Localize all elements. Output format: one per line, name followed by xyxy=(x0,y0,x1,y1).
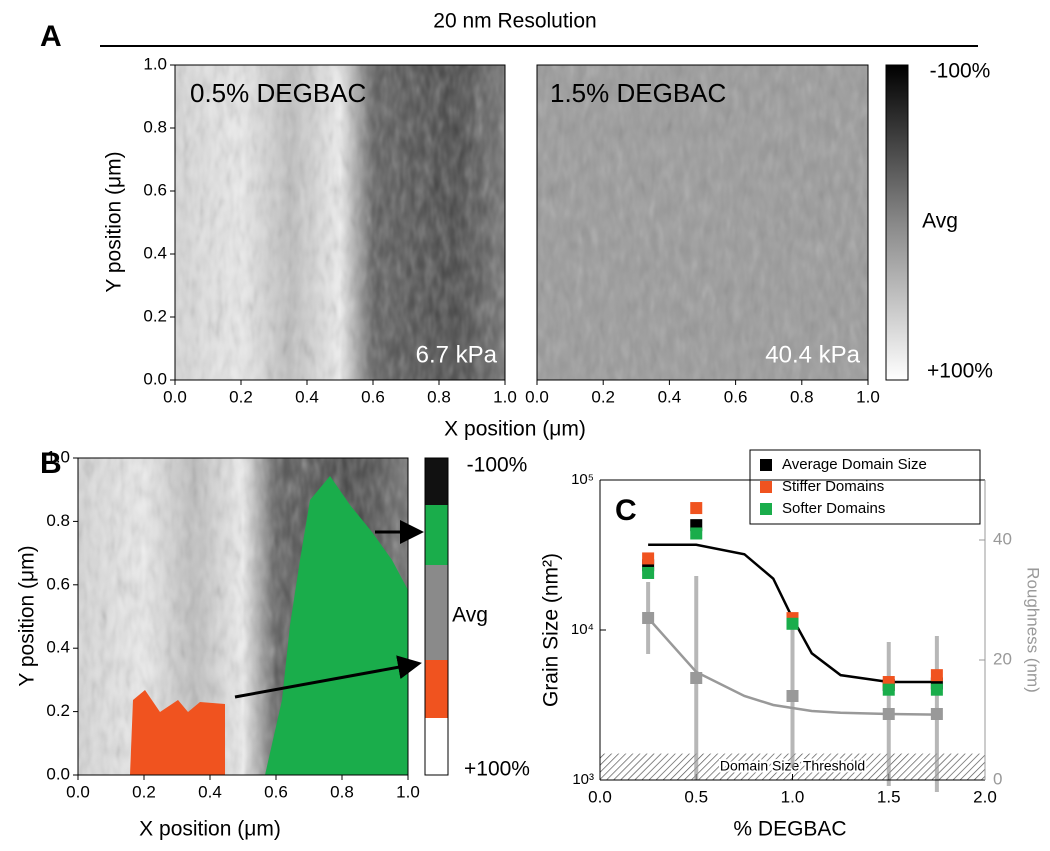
fit-line xyxy=(647,617,937,716)
x-tick-label: 0.5 xyxy=(684,787,708,806)
legend-box xyxy=(749,449,981,525)
x-tick-label: 2.0 xyxy=(973,787,997,806)
map-label: 1.5% DEGBAC xyxy=(550,78,726,108)
x-tick-label: 0.2 xyxy=(229,387,253,406)
x-tick-label: 0.6 xyxy=(264,782,288,801)
colorbar-label: -100% xyxy=(930,60,991,83)
x-tick-label: 0.0 xyxy=(525,387,549,406)
data-point xyxy=(642,552,655,565)
x-tick-label: 1.0 xyxy=(493,387,517,406)
y-axis-label: Grain Size (nm²) xyxy=(540,553,563,707)
data-point xyxy=(642,612,655,624)
y-tick-label: 0.8 xyxy=(46,511,70,530)
x-tick-label: 0.0 xyxy=(588,787,612,806)
colorbar-label: -100% xyxy=(467,454,528,477)
x-tick-label: 1.0 xyxy=(396,782,420,801)
x-tick-label: 0.2 xyxy=(591,387,615,406)
data-point xyxy=(930,708,943,720)
y-tick-label: 0.6 xyxy=(143,180,167,199)
data-point xyxy=(786,690,799,702)
x-tick-label: 0.4 xyxy=(198,782,222,801)
colorbar-label: +100% xyxy=(927,360,993,383)
afm-map xyxy=(78,458,408,775)
panel-label: A xyxy=(40,20,62,53)
arrow xyxy=(234,655,422,699)
x-tick-label: 0.8 xyxy=(790,387,814,406)
axis-frame xyxy=(599,479,986,781)
x-axis-label: % DEGBAC xyxy=(733,818,846,841)
legend-label: Softer Domains xyxy=(782,500,885,517)
data-point xyxy=(930,683,943,696)
y-axis-label: Y position (μm) xyxy=(16,545,39,686)
y2-tick-label: 0 xyxy=(993,769,1002,788)
colorbar-label: +100% xyxy=(464,758,530,781)
y2-axis-label: Roughness (nm) xyxy=(1024,567,1043,693)
y-tick-label: 1.0 xyxy=(46,447,70,466)
x-tick-label: 0.4 xyxy=(295,387,319,406)
x-tick-label: 0.6 xyxy=(724,387,748,406)
data-point xyxy=(786,617,799,630)
legend-label: Average Domain Size xyxy=(782,456,927,473)
panel-label: C xyxy=(615,494,637,527)
legend-swatch xyxy=(760,503,772,515)
y-axis-label: Y position (μm) xyxy=(103,151,126,292)
y2-tick-label: 20 xyxy=(993,649,1012,668)
y-tick-label: 0.4 xyxy=(46,638,70,657)
x-tick-label: 1.0 xyxy=(781,787,805,806)
data-point xyxy=(690,672,703,684)
x-tick-label: 1.5 xyxy=(877,787,901,806)
x-tick-label: 1.0 xyxy=(856,387,880,406)
data-point xyxy=(690,527,703,540)
y-tick-label: 0.2 xyxy=(46,701,70,720)
legend-swatch xyxy=(760,481,772,493)
map-frame xyxy=(536,64,869,381)
x-tick-label: 0.2 xyxy=(132,782,156,801)
map-annotation: 40.4 kPa xyxy=(765,341,860,368)
colorbar xyxy=(885,64,909,381)
afm-map xyxy=(175,65,505,380)
data-point xyxy=(642,566,655,579)
colorbar-label: Avg xyxy=(922,210,958,233)
y-tick-label: 10⁴ xyxy=(571,621,594,638)
x-axis-label: X position (μm) xyxy=(444,418,586,441)
afm-map xyxy=(537,65,868,380)
x-tick-label: 0.6 xyxy=(361,387,385,406)
map-annotation: 6.7 kPa xyxy=(416,341,498,368)
legend-label: Stiffer Domains xyxy=(782,478,884,495)
y-tick-label: 0.4 xyxy=(143,243,167,262)
map-label: 0.5% DEGBAC xyxy=(190,78,366,108)
map-frame xyxy=(174,64,506,381)
y-tick-label: 0.8 xyxy=(143,117,167,136)
x-tick-label: 0.8 xyxy=(330,782,354,801)
y-tick-label: 10³ xyxy=(572,771,594,788)
y-tick-label: 1.0 xyxy=(143,54,167,73)
x-tick-label: 0.0 xyxy=(163,387,187,406)
data-point xyxy=(882,683,895,696)
panel-title: 20 nm Resolution xyxy=(433,10,596,33)
map-frame xyxy=(77,457,409,776)
data-point xyxy=(930,669,943,682)
x-tick-label: 0.8 xyxy=(427,387,451,406)
data-point xyxy=(882,708,895,720)
colorbar-label: Avg xyxy=(452,604,488,627)
legend-swatch xyxy=(760,459,772,471)
y-tick-label: 0.2 xyxy=(143,306,167,325)
x-tick-label: 0.4 xyxy=(658,387,682,406)
y2-tick-label: 40 xyxy=(993,529,1012,548)
y-tick-label: 0.0 xyxy=(143,369,167,388)
x-tick-label: 0.0 xyxy=(66,782,90,801)
y-tick-label: 0.0 xyxy=(46,764,70,783)
colorbar xyxy=(424,457,449,776)
y-tick-label: 10⁵ xyxy=(571,471,594,488)
x-axis-label: X position (μm) xyxy=(139,818,281,841)
y-tick-label: 0.6 xyxy=(46,574,70,593)
panel-label: B xyxy=(40,447,62,480)
data-point xyxy=(690,502,703,515)
